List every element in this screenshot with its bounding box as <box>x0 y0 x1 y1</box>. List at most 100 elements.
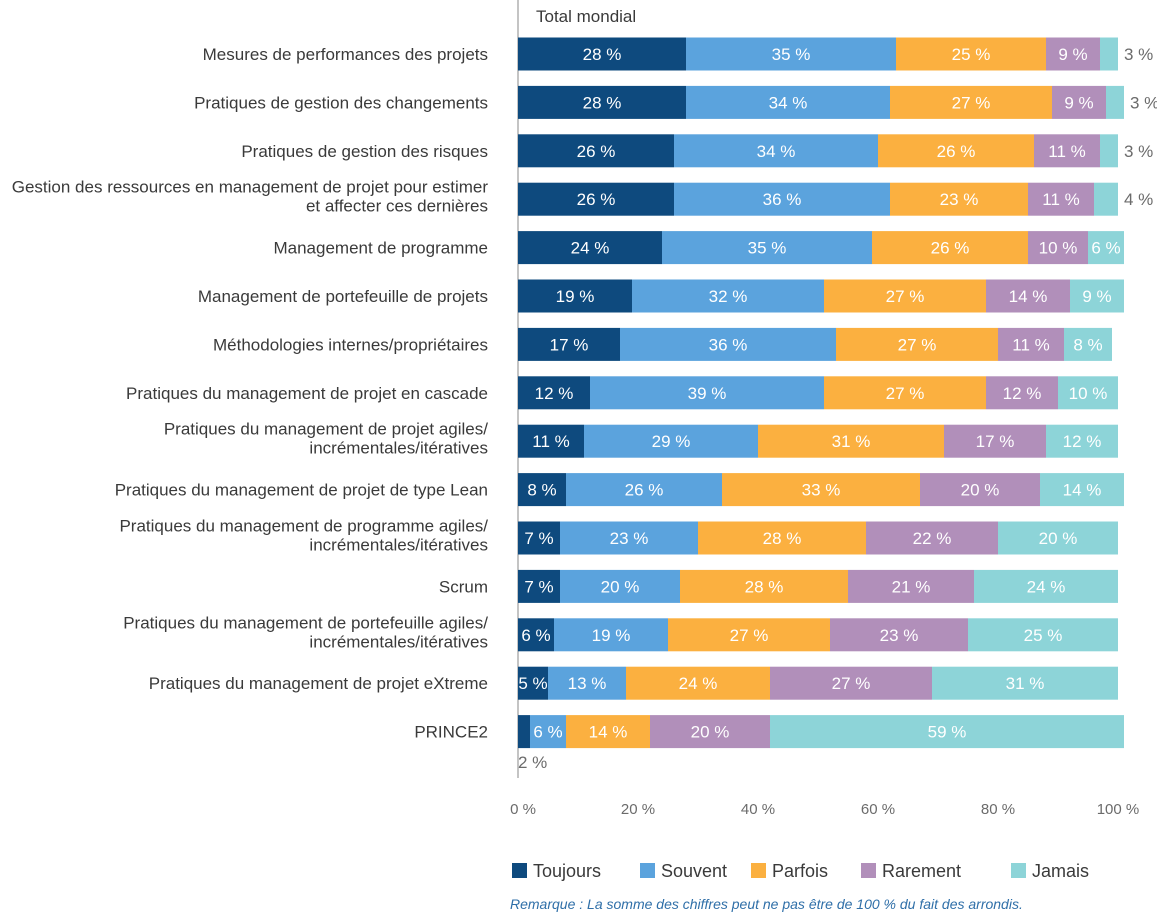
category-label: Pratiques de gestion des risques <box>241 142 488 161</box>
bar-segment-souvent <box>620 327 836 361</box>
data-label: 29 % <box>652 432 691 451</box>
legend-item-toujours: Toujours <box>512 861 601 881</box>
data-label: 5 % <box>518 674 547 693</box>
legend-swatch <box>861 863 876 878</box>
x-tick-label: 60 % <box>861 801 895 818</box>
bar-segment-parfois <box>758 424 944 458</box>
legend-label: Toujours <box>533 861 601 881</box>
data-label: 14 % <box>1063 481 1102 500</box>
bar-segment-parfois <box>680 569 848 603</box>
bar-segment-souvent <box>632 279 824 313</box>
bar-segment-souvent <box>584 424 758 458</box>
bar-segment-toujours <box>518 473 566 507</box>
bar-row: 17 % 36 % 27 % 11 % 8 % <box>518 327 1112 361</box>
data-label: 28 % <box>763 529 802 548</box>
legend-item-jamais: Jamais <box>1011 861 1089 881</box>
bar-segment-parfois <box>878 134 1034 168</box>
data-label: 19 % <box>592 626 631 645</box>
data-label: 20 % <box>1039 529 1078 548</box>
data-label: 31 % <box>1006 674 1045 693</box>
bar-segment-toujours <box>518 182 674 216</box>
data-label: 26 % <box>625 481 664 500</box>
data-label: 31 % <box>832 432 871 451</box>
legend-swatch <box>640 863 655 878</box>
bar-segment-souvent <box>554 618 668 652</box>
data-label: 14 % <box>1009 287 1048 306</box>
data-label: 36 % <box>709 335 748 354</box>
bar-row: 12 % 39 % 27 % 12 % 10 % <box>518 376 1118 410</box>
data-label: 27 % <box>832 674 871 693</box>
legend-label: Rarement <box>882 861 961 881</box>
data-label: 11 % <box>532 432 570 451</box>
legend: Toujours Souvent Parfois Rarement Jamais <box>512 861 1089 881</box>
legend-swatch <box>512 863 527 878</box>
data-label: 34 % <box>769 93 808 112</box>
x-tick-label: 20 % <box>621 801 655 818</box>
data-label: 36 % <box>763 190 802 209</box>
bar-segment-toujours <box>518 134 674 168</box>
bar-row: 7 % 20 % 28 % 21 % 24 % <box>518 569 1118 603</box>
bar-segment-jamais <box>932 666 1118 700</box>
data-label: 9 % <box>1082 287 1111 306</box>
category-label: Pratiques du management de projet de typ… <box>115 481 488 500</box>
x-tick-label: 0 % <box>510 801 536 818</box>
bar-row: 26 % 36 % 23 % 11 % 4 % <box>518 182 1153 216</box>
bar-segment-jamais <box>1058 376 1118 410</box>
x-axis-ticks: 0 % 20 % 40 % 60 % 80 % 100 % <box>510 801 1139 818</box>
bar-segment-souvent <box>674 182 890 216</box>
bar-segment-souvent <box>662 231 872 265</box>
data-label: 27 % <box>898 335 937 354</box>
data-label: 27 % <box>886 287 925 306</box>
bar-segment-jamais <box>1094 182 1118 216</box>
category-label: Pratiques de gestion des changements <box>194 93 488 112</box>
bar-segment-parfois <box>836 327 998 361</box>
bar-segment-rarement <box>986 376 1058 410</box>
category-label: Pratiques du management de portefeuille … <box>123 613 488 651</box>
chart-note: Remarque : La somme des chiffres peut ne… <box>510 896 1023 912</box>
bar-segment-rarement <box>770 666 932 700</box>
bars-layer: 28 % 35 % 25 % 9 % 3 %28 % 34 % 27 % 9 % 3 %26 %… <box>518 37 1157 772</box>
x-tick-label: 80 % <box>981 801 1015 818</box>
data-label: 23 % <box>880 626 919 645</box>
data-label: 3 % <box>1124 142 1153 161</box>
data-label: 14 % <box>589 723 628 742</box>
bar-segment-rarement <box>830 618 968 652</box>
data-label: 26 % <box>937 142 976 161</box>
category-label: Pratiques du management de projet agiles… <box>164 420 488 458</box>
category-label: Mesures de performances des projets <box>203 45 488 64</box>
bar-segment-toujours <box>518 231 662 265</box>
bar-row: 2 % 6 % 14 % 20 % 59 % <box>518 715 1124 772</box>
bar-segment-parfois <box>890 182 1028 216</box>
category-label: Pratiques du management de programme agi… <box>119 517 488 555</box>
bar-segment-toujours <box>518 715 530 749</box>
data-label: 6 % <box>521 626 550 645</box>
category-label: Management de portefeuille de projets <box>198 287 488 306</box>
category-label: Pratiques du management de projet eXtrem… <box>149 674 488 693</box>
bar-segment-souvent <box>566 473 722 507</box>
category-label: Méthodologies internes/propriétaires <box>213 335 488 354</box>
bar-segment-souvent <box>674 134 878 168</box>
bar-segment-rarement <box>1034 134 1100 168</box>
data-label: 28 % <box>583 93 622 112</box>
data-label: 8 % <box>527 481 556 500</box>
bar-segment-parfois <box>872 231 1028 265</box>
bar-segment-souvent <box>686 85 890 119</box>
bar-segment-jamais <box>1040 473 1124 507</box>
bar-segment-parfois <box>896 37 1046 71</box>
bar-segment-parfois <box>722 473 920 507</box>
legend-item-parfois: Parfois <box>751 861 828 881</box>
data-label: 35 % <box>772 45 811 64</box>
category-label: PRINCE2 <box>414 723 488 742</box>
data-label: 23 % <box>940 190 979 209</box>
data-label: 39 % <box>688 384 727 403</box>
bar-segment-rarement <box>848 569 974 603</box>
data-label: 3 % <box>1130 93 1157 112</box>
bar-segment-jamais <box>968 618 1118 652</box>
data-label: 24 % <box>1027 577 1066 596</box>
bar-row: 28 % 34 % 27 % 9 % 3 % <box>518 85 1157 119</box>
bar-segment-toujours <box>518 521 560 555</box>
data-label: 20 % <box>601 577 640 596</box>
data-label: 8 % <box>1073 335 1102 354</box>
bar-segment-rarement <box>944 424 1046 458</box>
